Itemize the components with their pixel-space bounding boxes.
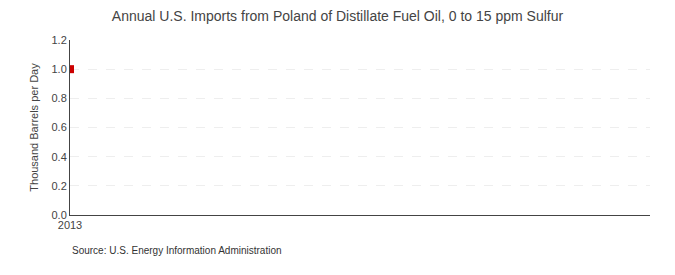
svg-text:0.2: 0.2 — [52, 180, 67, 192]
svg-text:0.6: 0.6 — [52, 121, 67, 133]
svg-text:Source: U.S. Energy Informatio: Source: U.S. Energy Information Administ… — [72, 245, 282, 256]
svg-text:1.2: 1.2 — [52, 34, 67, 46]
svg-text:0.0: 0.0 — [52, 209, 67, 221]
svg-text:Thousand Barrels per Day: Thousand Barrels per Day — [28, 63, 40, 192]
svg-text:1.0: 1.0 — [52, 63, 67, 75]
svg-text:0.4: 0.4 — [52, 151, 67, 163]
svg-text:Annual U.S. Imports from Polan: Annual U.S. Imports from Poland of Disti… — [112, 8, 564, 24]
svg-text:0.8: 0.8 — [52, 92, 67, 104]
svg-text:2013: 2013 — [58, 219, 82, 231]
